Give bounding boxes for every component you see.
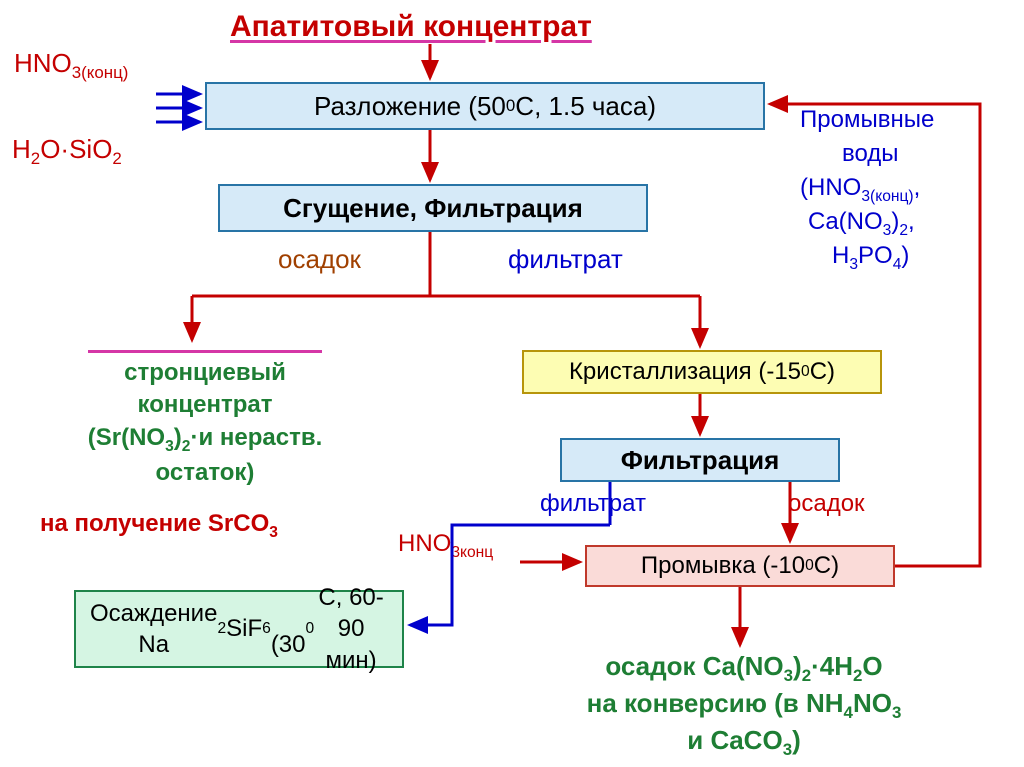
node-filtratsiya-2: Фильтрация <box>560 438 840 482</box>
node-promyvka: Промывка (-10 0С) <box>585 545 895 587</box>
text-final-product: осадок Ca(NO3)2·4H2Oна конверсию (в NH4N… <box>494 650 994 761</box>
input-hno3-label: HNO3(конц) <box>14 48 128 83</box>
diagram-title: Апатитовый концентрат <box>230 10 592 44</box>
side-note-line1: воды <box>842 140 899 168</box>
text-strontsievyy: стронциевыйконцентрат(Sr(NO3)2·и нераств… <box>40 350 370 489</box>
branch-osadok-2: осадок <box>788 490 865 518</box>
branch-filtrat-2: фильтрат <box>540 490 646 518</box>
text-srco3: на получение SrCO3 <box>40 510 278 542</box>
node-osazhdenie: Осаждение Na2SiF6(30 0С, 60-90 мин) <box>74 590 404 668</box>
node-sgushchenie: Сгущение, Фильтрация <box>218 184 648 232</box>
side-note-line2: (HNO3(конц), <box>800 174 920 206</box>
node-kristallizatsiya: Кристаллизация (-150С) <box>522 350 882 394</box>
node-razlozhenie: Разложение (50 0С, 1.5 часа) <box>205 82 765 130</box>
branch-osadok-1: осадок <box>278 244 361 275</box>
input-hno3-2: HNO3конц <box>398 530 493 562</box>
side-note-line3: Ca(NO3)2, <box>808 208 915 240</box>
side-note-line4: H3PO4) <box>832 242 909 274</box>
side-note-line0: Промывные <box>800 106 934 134</box>
input-h2osio2-label: H2O·SiO2 <box>12 134 122 169</box>
branch-filtrat-1: фильтрат <box>508 244 623 275</box>
